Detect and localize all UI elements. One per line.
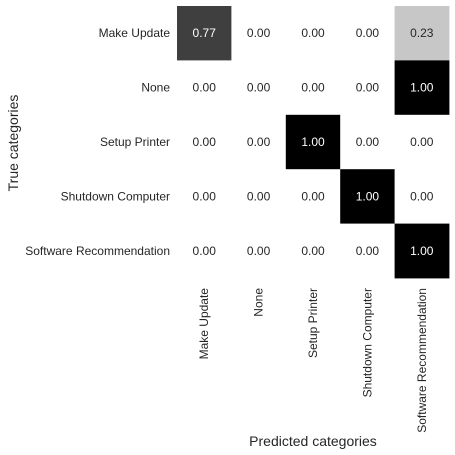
heatmap-cells: 0.77 0.00 0.00 0.00 0.23 0.00 0.00 0.00 0.00 1.00… bbox=[177, 6, 450, 279]
heatmap-cell-r2-c3 bbox=[340, 114, 395, 170]
cell-value-label-r0-c2: 0.00 bbox=[301, 26, 325, 40]
cell-value-label-r1-c0: 0.00 bbox=[193, 81, 217, 95]
cell-value-label-r2-c2: 1.00 bbox=[301, 135, 325, 149]
cell-value-label-r3-c2: 0.00 bbox=[301, 189, 325, 203]
x-tick-labels: Make Update None Setup Printer Shutdown Com… bbox=[197, 288, 429, 433]
y-tick-label: Make Update bbox=[99, 26, 171, 40]
heatmap-cell-r2-c0 bbox=[177, 114, 232, 170]
y-tick-label: Setup Printer bbox=[100, 135, 170, 149]
heatmap-cell-r2-c1 bbox=[231, 114, 287, 170]
heatmap-cell-r1-c2 bbox=[285, 60, 341, 116]
heatmap-cell-r0-c1 bbox=[231, 6, 287, 61]
heatmap-cell-r3-c1 bbox=[231, 169, 287, 224]
x-tick-label: Software Recommendation bbox=[415, 288, 429, 433]
cell-value-label-r3-c0: 0.00 bbox=[193, 189, 217, 203]
heatmap-cell-r4-c0 bbox=[177, 223, 232, 279]
cell-value-label-r2-c3: 0.00 bbox=[356, 135, 380, 149]
x-tick-label: Setup Printer bbox=[306, 288, 320, 358]
heatmap-cell-r3-c3 bbox=[340, 169, 395, 224]
heatmap-cell-r3-c2 bbox=[285, 169, 341, 224]
cell-value-label-r2-c4: 0.00 bbox=[410, 135, 434, 149]
y-tick-label: Shutdown Computer bbox=[61, 189, 170, 203]
cell-value-label-r1-c1: 0.00 bbox=[247, 81, 271, 95]
heatmap-cell-r4-c2 bbox=[285, 223, 341, 279]
cell-value-label-r4-c4: 1.00 bbox=[410, 244, 434, 258]
heatmap-cell-r1-c4 bbox=[394, 60, 450, 116]
heatmap-cell-r0-c2 bbox=[285, 6, 341, 61]
y-axis-label: True categories bbox=[5, 95, 21, 192]
y-tick-label: Software Recommendation bbox=[25, 244, 170, 258]
heatmap-cell-r0-c3 bbox=[340, 6, 395, 61]
cell-value-label-r0-c0: 0.77 bbox=[193, 26, 217, 40]
cell-value-label-r2-c1: 0.00 bbox=[247, 135, 271, 149]
cell-value-label-r1-c3: 0.00 bbox=[356, 81, 380, 95]
cell-value-label-r0-c4: 0.23 bbox=[410, 26, 434, 40]
y-tick-labels: Make Update None Setup Printer Shutdown Com… bbox=[25, 26, 170, 258]
cell-value-label-r3-c1: 0.00 bbox=[247, 189, 271, 203]
heatmap-cell-r4-c1 bbox=[231, 223, 287, 279]
cell-value-label-r1-c4: 1.00 bbox=[410, 81, 434, 95]
heatmap-cell-r2-c2 bbox=[285, 114, 341, 170]
x-tick-label: Shutdown Computer bbox=[360, 288, 374, 397]
cell-value-label-r4-c0: 0.00 bbox=[193, 244, 217, 258]
heatmap-cell-r1-c1 bbox=[231, 60, 287, 116]
heatmap-cell-r2-c4 bbox=[394, 114, 450, 170]
cell-value-label-r1-c2: 0.00 bbox=[301, 81, 325, 95]
heatmap-cell-r0-c4 bbox=[394, 6, 450, 61]
cell-value-label-r4-c3: 0.00 bbox=[356, 244, 380, 258]
cell-value-label-r3-c3: 1.00 bbox=[356, 189, 380, 203]
x-tick-label: Make Update bbox=[197, 288, 211, 360]
x-tick-label: None bbox=[252, 288, 266, 317]
cell-value-label-r4-c1: 0.00 bbox=[247, 244, 271, 258]
cell-value-label-r2-c0: 0.00 bbox=[193, 135, 217, 149]
heatmap-cell-r0-c0 bbox=[177, 6, 232, 61]
heatmap-cell-r4-c4 bbox=[394, 223, 450, 279]
heatmap-cell-r1-c0 bbox=[177, 60, 232, 116]
x-axis-label: Predicted categories bbox=[249, 433, 377, 449]
heatmap-cell-r4-c3 bbox=[340, 223, 395, 279]
heatmap-cell-r3-c0 bbox=[177, 169, 232, 224]
cell-value-label-r3-c4: 0.00 bbox=[410, 189, 434, 203]
heatmap-cell-r3-c4 bbox=[394, 169, 450, 224]
heatmap-cell-r1-c3 bbox=[340, 60, 395, 116]
cell-value-label-r0-c1: 0.00 bbox=[247, 26, 271, 40]
cell-value-label-r0-c3: 0.00 bbox=[356, 26, 380, 40]
cell-value-label-r4-c2: 0.00 bbox=[301, 244, 325, 258]
y-tick-label: None bbox=[141, 81, 170, 95]
